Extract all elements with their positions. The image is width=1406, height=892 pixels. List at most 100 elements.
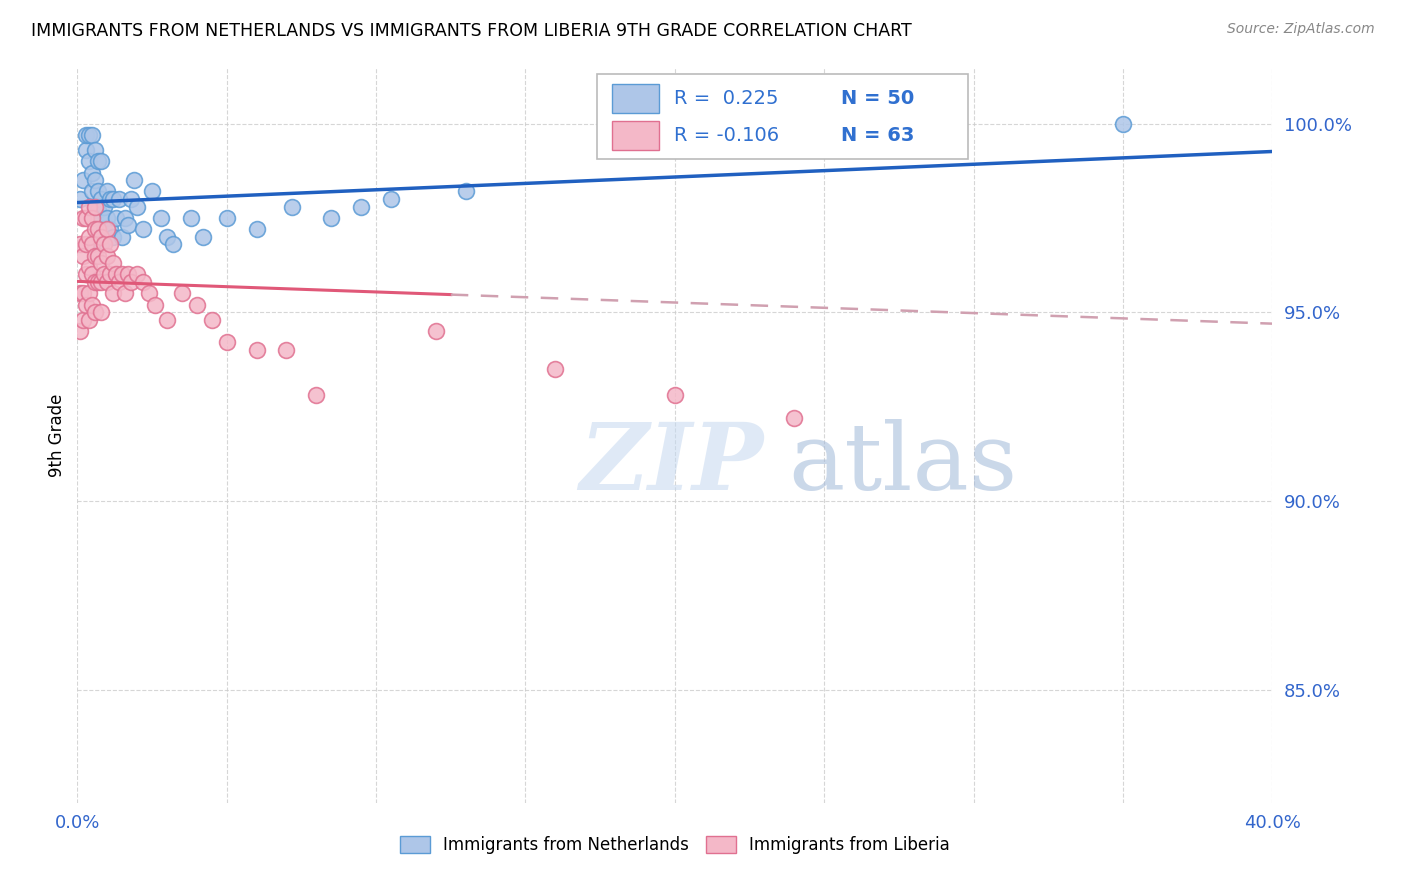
Point: [84, 173, 107, 187]
Point: [783, 410, 806, 425]
Point: [111, 229, 134, 244]
Point: [105, 211, 128, 225]
Point: [141, 185, 163, 199]
Point: [117, 219, 139, 233]
Point: [75, 237, 97, 252]
Point: [69, 192, 91, 206]
Point: [75, 268, 97, 282]
Point: [82, 211, 104, 225]
Point: [72, 312, 94, 326]
Point: [93, 237, 115, 252]
Point: [98, 237, 121, 252]
Point: [108, 275, 131, 289]
Point: [321, 211, 343, 225]
Point: [87, 222, 110, 236]
Text: IMMIGRANTS FROM NETHERLANDS VS IMMIGRANTS FROM LIBERIA 9TH GRADE CORRELATION CHA: IMMIGRANTS FROM NETHERLANDS VS IMMIGRANT…: [31, 22, 911, 40]
Point: [87, 249, 110, 263]
Point: [425, 324, 447, 338]
Point: [103, 192, 124, 206]
Point: [87, 275, 110, 289]
Point: [454, 185, 477, 199]
Point: [105, 268, 128, 282]
Point: [98, 268, 121, 282]
Point: [281, 200, 304, 214]
Point: [84, 143, 107, 157]
FancyBboxPatch shape: [598, 74, 967, 159]
Point: [305, 388, 328, 402]
Point: [72, 249, 94, 263]
Point: [103, 229, 124, 244]
Point: [82, 185, 104, 199]
Point: [82, 298, 104, 312]
Text: N = 50: N = 50: [841, 89, 914, 108]
Point: [79, 154, 101, 169]
Point: [215, 211, 238, 225]
Point: [103, 286, 124, 301]
Point: [93, 200, 115, 214]
Point: [84, 249, 107, 263]
Point: [380, 192, 402, 206]
Point: [276, 343, 298, 357]
Point: [79, 229, 101, 244]
Point: [84, 275, 107, 289]
Point: [150, 211, 173, 225]
Point: [98, 192, 121, 206]
Point: [162, 237, 184, 252]
Point: [72, 211, 94, 225]
Point: [120, 192, 142, 206]
Point: [191, 229, 214, 244]
Point: [84, 200, 107, 214]
Point: [114, 211, 136, 225]
Point: [132, 222, 155, 236]
Point: [127, 268, 149, 282]
Point: [84, 305, 107, 319]
Point: [82, 128, 104, 142]
Text: R =  0.225: R = 0.225: [673, 89, 778, 108]
Point: [93, 268, 115, 282]
Point: [87, 185, 110, 199]
Point: [215, 335, 238, 350]
Point: [69, 286, 91, 301]
Text: ZIP: ZIP: [579, 419, 763, 509]
Point: [82, 268, 104, 282]
Text: N = 63: N = 63: [841, 126, 914, 145]
Point: [103, 256, 124, 270]
Point: [84, 222, 107, 236]
Point: [127, 200, 149, 214]
Point: [98, 222, 121, 236]
Point: [96, 249, 118, 263]
Point: [87, 154, 110, 169]
Point: [350, 200, 373, 214]
Point: [143, 298, 166, 312]
Point: [117, 268, 139, 282]
Point: [90, 192, 112, 206]
Point: [1112, 116, 1135, 130]
Point: [82, 165, 104, 179]
Text: R = -0.106: R = -0.106: [673, 126, 779, 145]
Point: [246, 343, 269, 357]
Bar: [612, 84, 659, 113]
Point: [79, 128, 101, 142]
Legend: Immigrants from Netherlands, Immigrants from Liberia: Immigrants from Netherlands, Immigrants …: [394, 830, 956, 861]
Point: [90, 229, 112, 244]
Point: [170, 286, 193, 301]
Point: [96, 185, 118, 199]
Point: [664, 388, 686, 402]
Point: [79, 260, 101, 274]
Point: [93, 222, 115, 236]
Point: [87, 203, 110, 218]
Point: [69, 237, 91, 252]
Y-axis label: 9th Grade: 9th Grade: [48, 393, 66, 476]
Point: [84, 200, 107, 214]
Point: [72, 173, 94, 187]
Point: [75, 128, 97, 142]
Point: [79, 286, 101, 301]
Point: [201, 312, 224, 326]
Point: [96, 211, 118, 225]
Point: [111, 268, 134, 282]
Point: [138, 286, 160, 301]
Point: [156, 312, 179, 326]
Point: [544, 361, 567, 376]
Point: [69, 324, 91, 338]
Point: [79, 200, 101, 214]
